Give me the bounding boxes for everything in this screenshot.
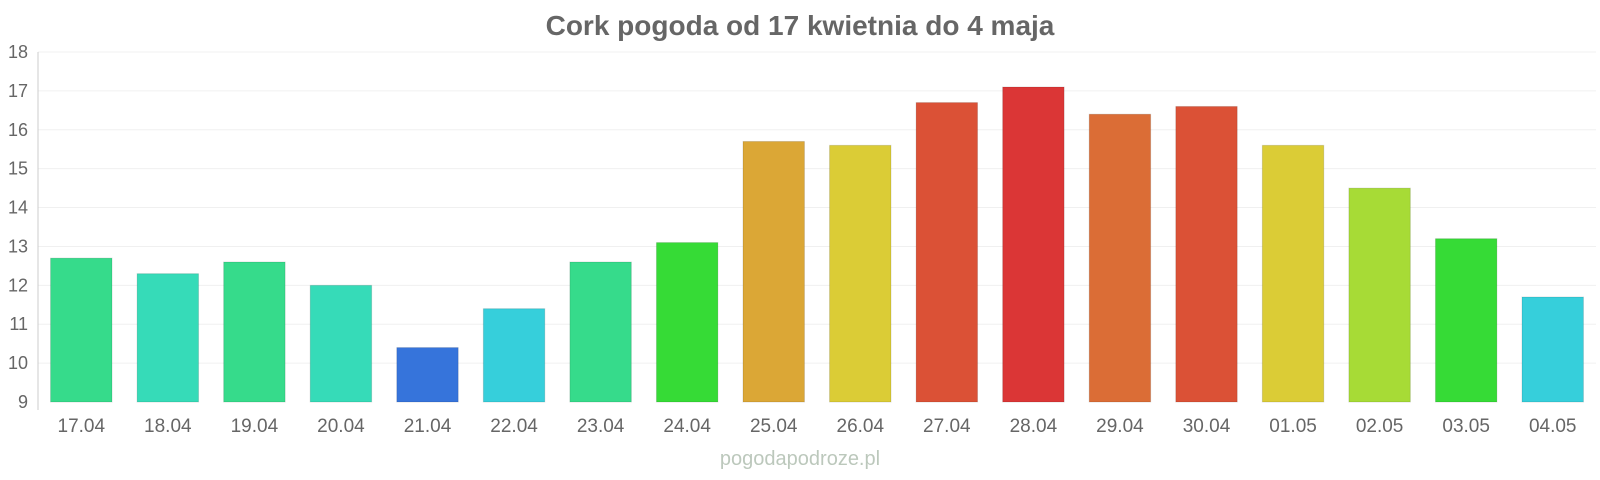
x-tick-label: 03.05 (1442, 416, 1490, 437)
bar-29.04 (1088, 113, 1152, 403)
x-tick-labels: 17.04 18.04 19.04 20.04 21.04 22.04 23.04 24.04… (58, 416, 1577, 437)
x-tick-label: 26.04 (837, 416, 885, 437)
bar-24.04 (655, 242, 719, 403)
bar-03.05 (1434, 238, 1498, 403)
bar-27.04 (915, 102, 979, 403)
bar-22.04 (482, 308, 546, 403)
x-tick-label: 01.05 (1269, 416, 1317, 437)
x-tick-label: 04.05 (1529, 416, 1577, 437)
x-tick-label: 29.04 (1096, 416, 1144, 437)
bars (50, 86, 1584, 403)
bar-19.04 (223, 261, 286, 403)
bar-01.05 (1261, 144, 1325, 403)
y-tick-label: 11 (9, 314, 28, 334)
bar-26.04 (829, 144, 892, 403)
x-tick-label: 23.04 (577, 416, 625, 437)
x-tick-label: 25.04 (750, 416, 798, 437)
y-tick-label: 17 (8, 81, 28, 101)
x-tick-label: 28.04 (1010, 416, 1058, 437)
y-tick-labels: 9 10 11 12 13 14 15 16 17 18 (8, 42, 28, 412)
x-tick-label: 18.04 (144, 416, 192, 437)
bar-28.04 (1002, 86, 1065, 403)
bar-17.04 (50, 257, 113, 403)
y-tick-label: 13 (8, 236, 28, 256)
x-tick-label: 19.04 (231, 416, 279, 437)
x-tick-label: 30.04 (1183, 416, 1231, 437)
x-tick-label: 02.05 (1356, 416, 1404, 437)
bar-30.04 (1175, 105, 1238, 403)
bar-21.04 (396, 347, 459, 403)
y-tick-label: 15 (8, 159, 28, 179)
bar-25.04 (742, 140, 805, 403)
y-tick-label: 12 (8, 275, 28, 295)
x-tick-label: 27.04 (923, 416, 971, 437)
y-tick-label: 9 (18, 392, 28, 412)
bar-20.04 (309, 284, 373, 403)
x-tick-label: 20.04 (317, 416, 365, 437)
x-tick-label: 21.04 (404, 416, 452, 437)
y-tick-label: 14 (8, 198, 28, 218)
watermark: pogodapodroze.pl (719, 448, 881, 470)
bar-04.05 (1521, 296, 1584, 403)
y-tick-label: 10 (8, 353, 28, 373)
x-tick-label: 22.04 (490, 416, 538, 437)
x-tick-label: 24.04 (663, 416, 711, 437)
bar-02.05 (1348, 187, 1411, 403)
x-tick-label: 17.04 (58, 416, 106, 437)
y-tick-label: 18 (8, 42, 28, 62)
bar-23.04 (569, 261, 632, 403)
chart-title: Cork pogoda od 17 kwietnia do 4 maja (545, 10, 1055, 41)
y-tick-label: 16 (8, 120, 28, 140)
grid-lines (38, 51, 1596, 364)
bar-18.04 (136, 273, 200, 403)
